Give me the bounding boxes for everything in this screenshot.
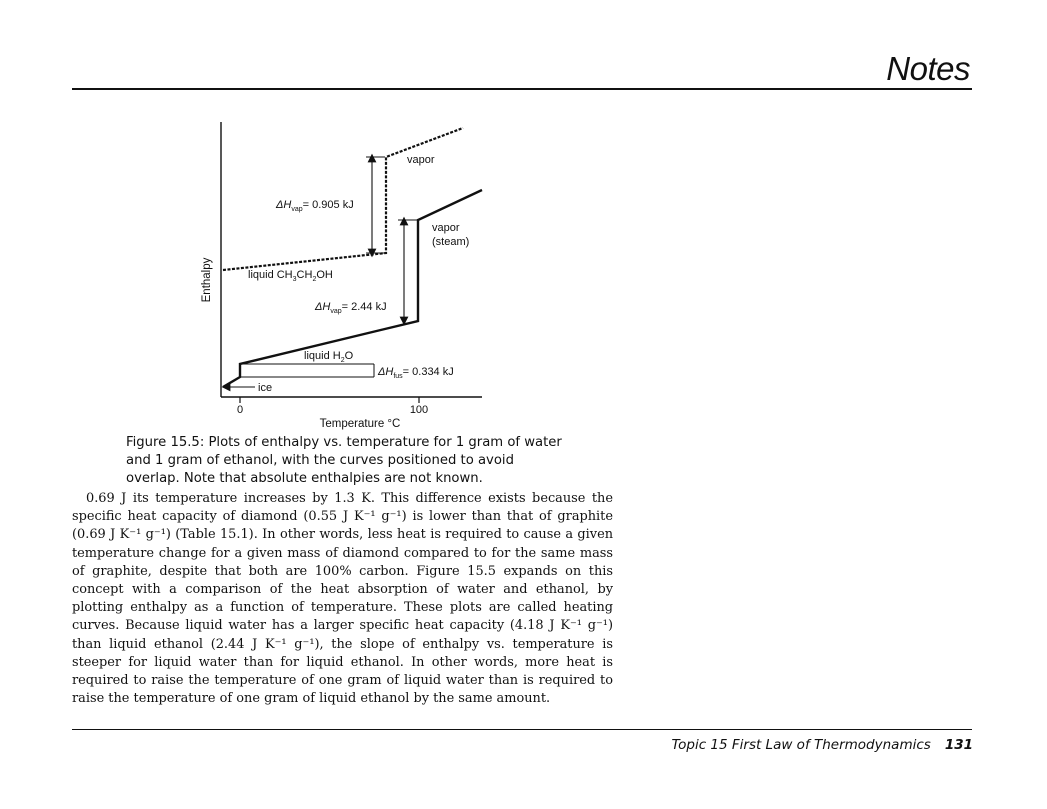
x-axis-label: Temperature °C [320, 418, 401, 430]
notes-heading: Notes [886, 50, 970, 87]
label-liquid-water: liquid H2O [304, 350, 354, 364]
y-axis-label: Enthalpy [201, 257, 213, 302]
footer-rule [72, 729, 972, 730]
x-tick-label-0: 0 [237, 404, 243, 416]
label-dh-vap-ethanol: ΔHvap= 0.905 kJ [275, 199, 354, 213]
page-number: 131 [944, 737, 973, 753]
label-vapor-ethanol: vapor [407, 154, 435, 166]
label-dh-vap-water: ΔHvap= 2.44 kJ [314, 301, 387, 315]
body-text: 0.69 J its temperature increases by 1.3 … [72, 490, 613, 708]
label-vapor-water-1: vapor [432, 222, 460, 234]
body-paragraph: 0.69 J its temperature increases by 1.3 … [72, 491, 613, 707]
x-tick-label-100: 100 [410, 404, 428, 416]
label-vapor-water-2: (steam) [432, 236, 469, 248]
water-curve [222, 188, 483, 389]
footer-topic: Topic 15 First Law of Thermodynamics [671, 737, 931, 753]
label-dh-fus: ΔHfus= 0.334 kJ [377, 366, 454, 380]
header-rule [72, 88, 972, 90]
label-liquid-ethanol: liquid CH3CH2OH [248, 269, 333, 283]
heating-curve-figure: 0 100 Temperature °C Enthalpy vapor vapo… [180, 110, 510, 430]
ethanol-curve [222, 126, 464, 272]
page-footer: Topic 15 First Law of Thermodynamics 131 [672, 737, 973, 753]
heating-curve-svg: 0 100 Temperature °C Enthalpy vapor vapo… [201, 122, 483, 430]
figure-caption: Figure 15.5: Plots of enthalpy vs. tempe… [126, 435, 562, 486]
label-ice: ice [258, 382, 272, 394]
